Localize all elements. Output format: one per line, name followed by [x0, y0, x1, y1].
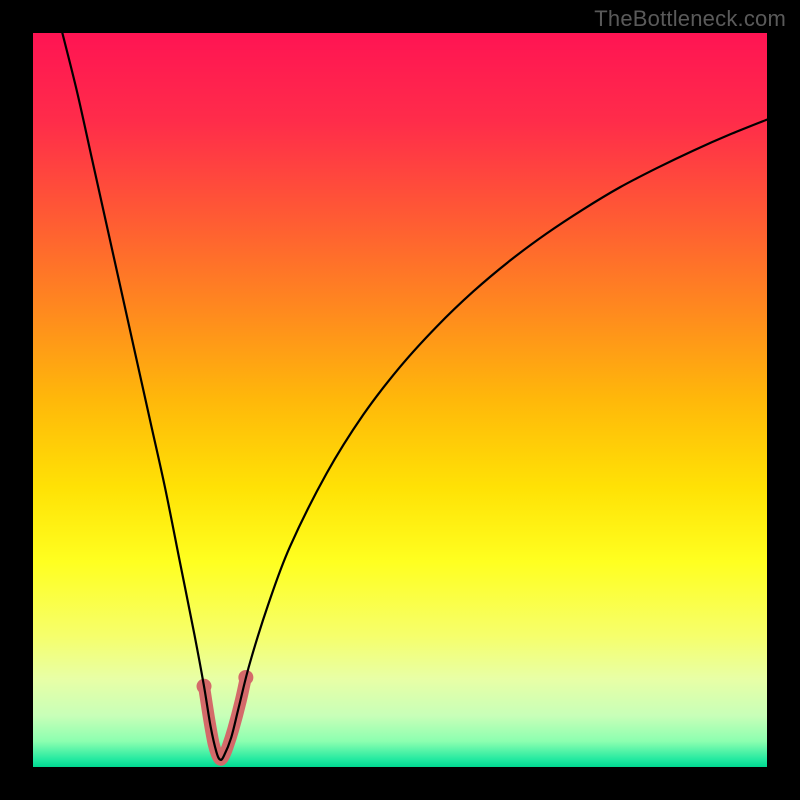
watermark-text: TheBottleneck.com: [594, 6, 786, 32]
plot-area: [33, 33, 767, 767]
bottleneck-chart: [33, 33, 767, 767]
chart-frame: TheBottleneck.com: [0, 0, 800, 800]
gradient-background: [33, 33, 767, 767]
